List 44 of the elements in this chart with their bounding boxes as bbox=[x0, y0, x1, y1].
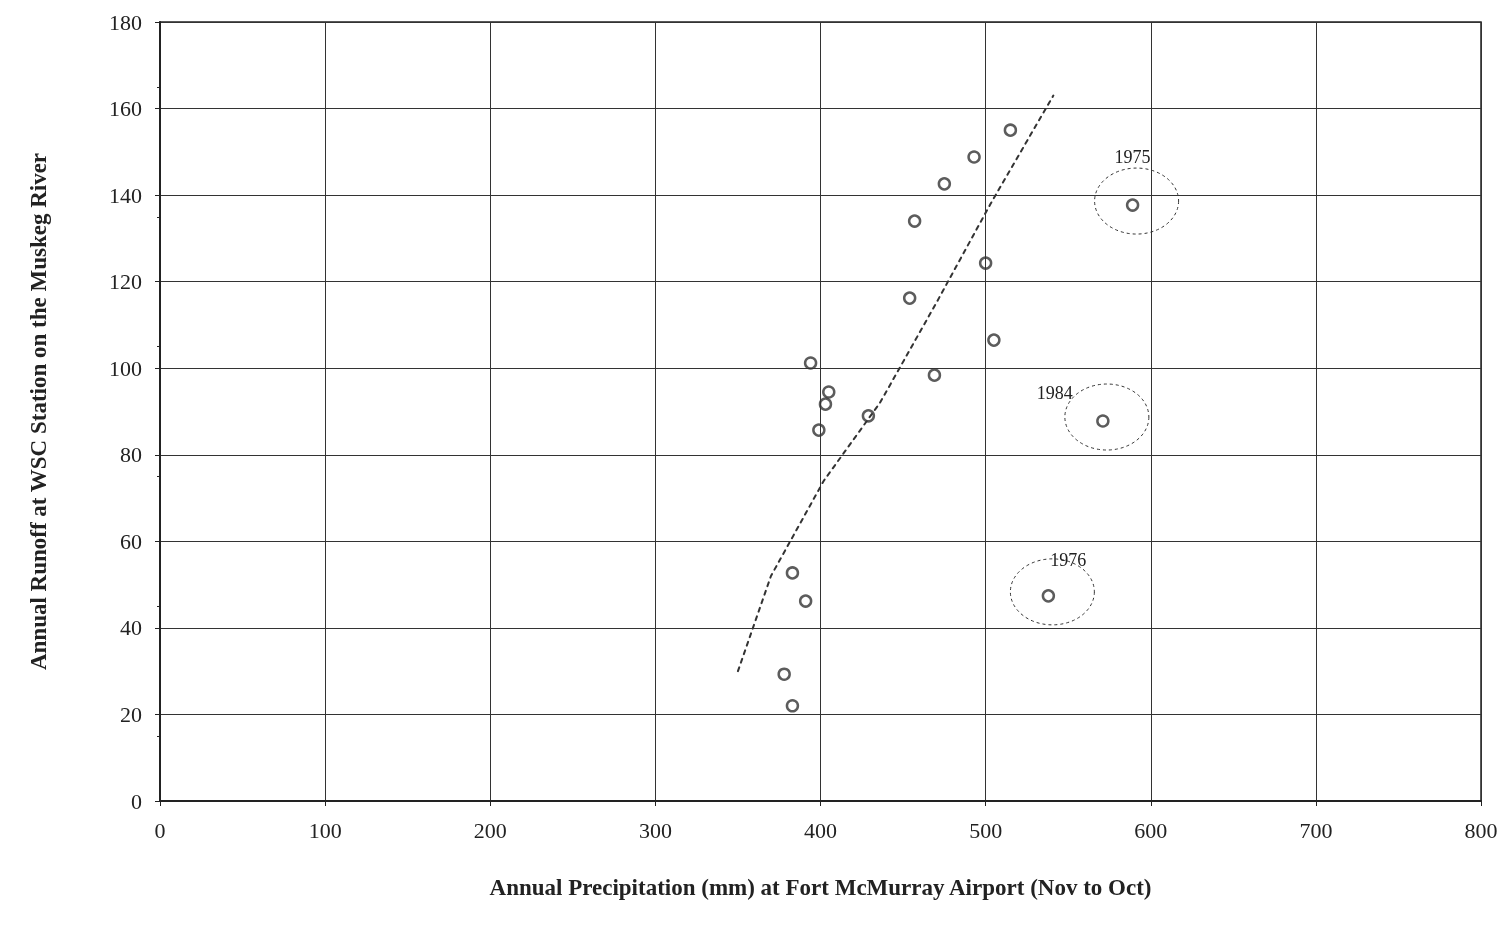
point bbox=[1003, 123, 1018, 137]
annotation: 1975 bbox=[1114, 147, 1151, 168]
x-axis-title: Annual Precipitation (mm) at Fort McMurray Airport (Nov to Oct) bbox=[489, 875, 1152, 900]
x-tick-label: 100 bbox=[308, 817, 342, 843]
x-tick-label: 600 bbox=[1134, 817, 1168, 843]
y-axis-title: Annual Runoff at WSC Station on the Muskeg River bbox=[26, 152, 51, 671]
point bbox=[1125, 198, 1140, 212]
y-tick-label: 80 bbox=[120, 442, 142, 468]
point bbox=[777, 667, 791, 681]
y-tick-label: 0 bbox=[131, 788, 142, 814]
point bbox=[803, 356, 818, 370]
point bbox=[978, 256, 993, 270]
y-tick-label: 20 bbox=[120, 701, 142, 727]
y-tick-label: 60 bbox=[120, 528, 142, 554]
point bbox=[927, 368, 942, 382]
x-tick-label: 400 bbox=[804, 817, 837, 843]
x-tick-label: 200 bbox=[473, 817, 507, 843]
point bbox=[902, 291, 917, 305]
point bbox=[812, 423, 826, 437]
point bbox=[818, 397, 833, 411]
x-tick-label: 500 bbox=[969, 817, 1003, 843]
annotation: 1976 bbox=[1050, 549, 1087, 570]
point bbox=[798, 594, 813, 608]
annotation: 1984 bbox=[1036, 383, 1073, 404]
point bbox=[1096, 414, 1110, 428]
y-tick-label: 100 bbox=[109, 355, 142, 381]
point bbox=[967, 150, 981, 164]
x-tick-label: 700 bbox=[1299, 817, 1333, 843]
point bbox=[822, 385, 836, 399]
point bbox=[785, 566, 800, 580]
x-tick-label: 0 bbox=[154, 817, 166, 843]
point bbox=[907, 214, 922, 228]
y-tick-label: 160 bbox=[109, 96, 142, 122]
x-tick-label: 300 bbox=[638, 817, 672, 843]
point bbox=[987, 333, 1001, 347]
y-tick-label: 140 bbox=[109, 182, 142, 208]
x-tick-label: 800 bbox=[1464, 817, 1498, 843]
point bbox=[1041, 589, 1056, 603]
point bbox=[861, 409, 876, 423]
y-tick-label: 40 bbox=[120, 615, 142, 641]
y-tick-label: 120 bbox=[109, 269, 142, 295]
point bbox=[937, 177, 952, 191]
point bbox=[785, 699, 800, 713]
y-tick-label: 180 bbox=[109, 9, 142, 35]
